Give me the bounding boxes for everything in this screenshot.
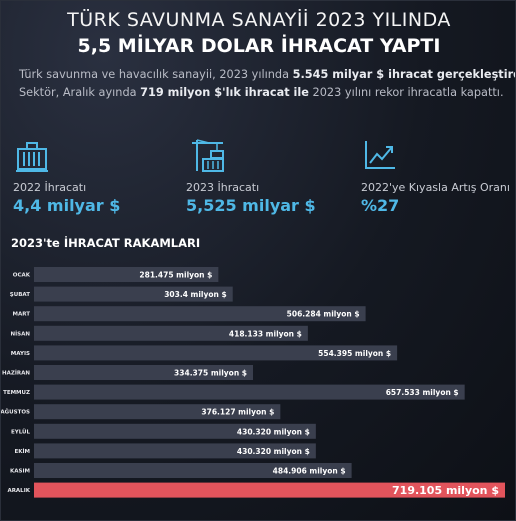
stat-2023-label: 2023 İhracatı (186, 181, 260, 194)
headline-line-2: 5,5 MİLYAR DOLAR İHRACAT YAPTI (77, 35, 441, 57)
month-bar (34, 365, 254, 380)
monthly-export-bar-chart: OCAK 281.475 milyon $ ŞUBAT 303.4 milyon $ M… (1, 267, 505, 498)
month-label: NİSAN (11, 330, 31, 337)
month-label: OCAK (13, 273, 31, 279)
month-bar (34, 423, 316, 439)
crane-icon (192, 139, 224, 172)
intro-highlight: 5.545 milyar $ ihracat gerçekleştirdi. (292, 68, 516, 81)
month-label: EKİM (14, 448, 30, 455)
value-label: 430.320 milyon $ (237, 447, 310, 456)
value-label: 657.533 milyon $ (386, 388, 459, 397)
intro-highlight: 719 milyon $'lık ihracat ile (140, 86, 309, 99)
month-bar (34, 384, 465, 400)
stat-2022-value: 4,4 milyar $ (13, 196, 121, 215)
month-bar (34, 286, 233, 302)
month-bar (34, 463, 352, 478)
month-label: HAZİRAN (2, 370, 30, 377)
container-icon (16, 142, 48, 172)
month-bar (34, 267, 219, 282)
month-label: MART (13, 312, 31, 318)
stat-2022-label: 2022 İhracatı (13, 181, 87, 194)
value-label: 430.320 milyon $ (237, 427, 310, 436)
month-label: ŞUBAT (10, 292, 30, 298)
month-bar (34, 306, 366, 322)
stat-growth-value: %27 (361, 196, 400, 215)
month-label: MAYIS (11, 351, 30, 357)
value-label: 281.475 milyon $ (139, 271, 212, 280)
month-bar (34, 325, 308, 341)
intro-text: 2023 yılını rekor ihracatla kapattı. (308, 86, 504, 99)
value-label: 506.284 milyon $ (287, 310, 360, 319)
chart-title: 2023'te İHRACAT RAKAMLARI (11, 236, 201, 250)
growth-chart-icon (365, 141, 395, 169)
month-bar (34, 404, 281, 420)
value-label: 484.906 milyon $ (273, 467, 346, 476)
intro-line-1: Türk savunma ve havacılık sanayii, 2023 … (19, 68, 515, 81)
value-label: 376.127 milyon $ (201, 408, 274, 417)
headline-line-1: TÜRK SAVUNMA SANAYİİ 2023 YILINDA (67, 9, 451, 31)
intro-line-2: Sektör, Aralık ayında 719 milyon $'lık i… (19, 86, 504, 99)
highlight-bar (34, 482, 505, 498)
intro-text: Türk savunma ve havacılık sanayii, 2023 … (19, 68, 293, 81)
month-label: KASIM (10, 469, 30, 475)
month-label: EYLÜL (11, 428, 31, 435)
value-label: 334.375 milyon $ (174, 369, 247, 378)
month-label: AĞUSTOS (1, 409, 30, 416)
value-label: 303.4 milyon $ (164, 290, 227, 299)
month-bar (34, 443, 316, 459)
stat-2023-value: 5,525 milyar $ (186, 196, 316, 215)
value-label: 719.105 milyon $ (392, 484, 499, 497)
intro-text: Sektör, Aralık ayında (19, 86, 141, 99)
month-label: ARALIK (7, 488, 30, 494)
month-label: TEMMUZ (3, 390, 30, 396)
month-bar (34, 345, 398, 361)
value-label: 418.133 milyon $ (229, 329, 302, 338)
stat-growth-label: 2022'ye Kıyasla Artış Oranı (361, 181, 510, 194)
value-label: 554.395 milyon $ (318, 349, 391, 358)
